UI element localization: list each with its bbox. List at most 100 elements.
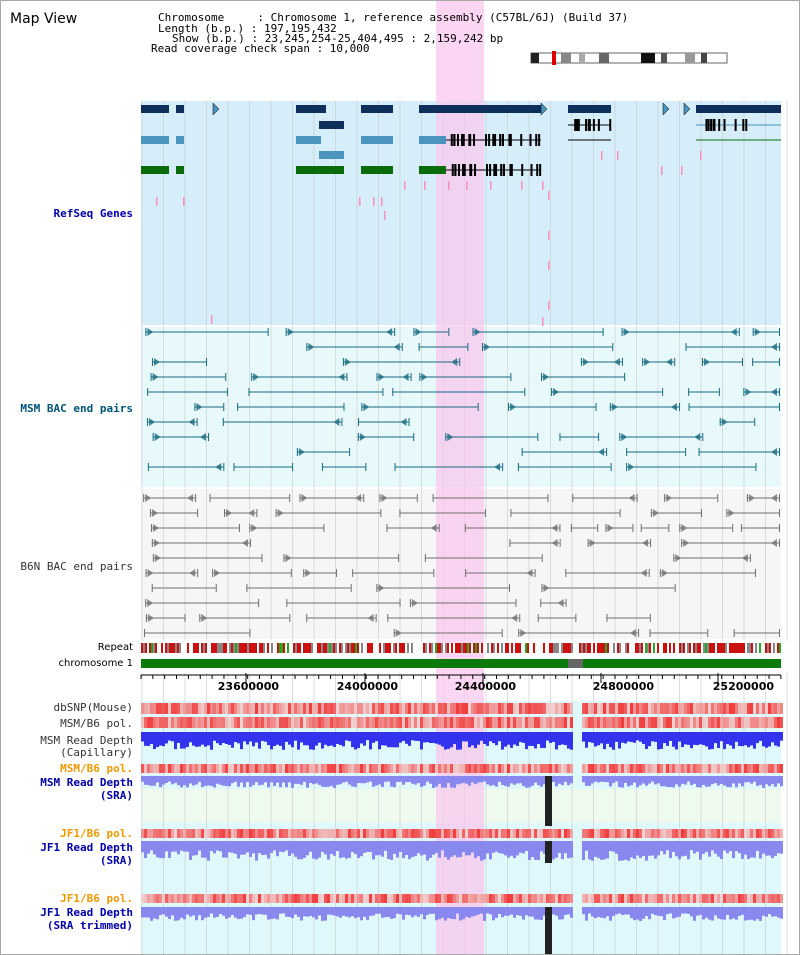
msm-bac-pair-end [551,388,553,396]
msm-pol-cell [735,717,738,728]
jf1-depth-sra-bar [444,841,447,858]
jf1-pol-cell [630,829,633,838]
track-label-b6n-bac[interactable]: B6N BAC end pairs [20,560,133,573]
repeat-mark [253,643,255,653]
msm-pol-cell [309,764,312,773]
jf1-pol-cell [426,829,429,838]
gene-exon [454,164,457,176]
msm-bac-pair-end [517,463,519,471]
jf1-pol-cell [720,894,723,903]
msm-pol-cell [672,717,675,728]
repeat-mark [679,643,681,653]
jf1-depth-trimmed-bar [558,907,561,920]
jf1-pol-cell [402,894,405,903]
jf1-pol-cell [588,829,591,838]
msm-depth-capillary-bar [582,732,585,742]
jf1-pol-cell [291,894,294,903]
jf1-depth-sra-bar [198,841,201,851]
msm-pol-cell [660,717,663,728]
msm-pol-cell [327,764,330,773]
msm-pol-cell [549,717,552,728]
ideogram-position-marker [552,51,556,65]
repeat-mark [673,643,675,653]
track-label-msm-depth-capillary: MSM Read Depth [40,734,133,747]
msm-pol-cell [675,764,678,773]
jf1-depth-sra-bar [639,841,642,859]
repeat-mark [343,643,345,653]
gene-exon [493,134,496,146]
msm-depth-capillary-bar [768,732,771,747]
b6n-bac-pair-end [701,509,703,517]
jf1-pol-cell [747,829,750,838]
jf1-pol-cell [165,894,168,903]
dbsnp-density-cell [582,703,585,714]
jf1-depth-trimmed-bar [366,907,369,920]
jf1-pol-cell [279,829,282,838]
msm-bac-pair-end [718,388,720,396]
msm-depth-capillary-bar [207,732,210,746]
repeat-mark [229,643,231,653]
dbsnp-density-cell [771,703,774,714]
jf1-depth-trimmed-bar [483,907,486,921]
msm-bac-pair-end [321,463,323,471]
repeat-mark [729,643,731,653]
jf1-depth-sra-bar [408,841,411,860]
msm-pol-cell [414,717,417,728]
msm-pol-cell [687,717,690,728]
repeat-mark [329,643,331,653]
jf1-pol-cell [441,894,444,903]
jf1-pol-cell [321,894,324,903]
track-label-msm-bac[interactable]: MSM BAC end pairs [20,402,133,415]
jf1-depth-sra-bar [519,841,522,853]
jf1-pol-cell [588,894,591,903]
b6n-bac-pair-end [416,494,418,502]
jf1-pol-cell [492,829,495,838]
msm-pol-cell [585,764,588,773]
msm-pol-cell [264,717,267,728]
msm-depth-sra-bar [402,776,405,785]
jf1-pol-cell [693,894,696,903]
dbsnp-density-cell [591,703,594,714]
dbsnp-density-cell [165,703,168,714]
msm-pol-cell [411,764,414,773]
snp-marker [700,151,702,160]
snp-marker [466,181,468,190]
msm-pol-cell [345,764,348,773]
msm-depth-sra-bar [219,776,222,785]
dbsnp-density-cell [747,703,750,714]
jf1-depth-trimmed-bar [738,907,741,916]
repeat-mark [709,643,711,653]
jf1-pol-cell [303,894,306,903]
b6n-bac-pair-end [209,494,211,502]
msm-depth-capillary-bar [378,732,381,750]
msm-pol-cell [456,717,459,728]
repeat-mark [255,643,257,653]
track-label-refseq[interactable]: RefSeq Genes [53,207,133,220]
repeat-mark [651,643,653,653]
jf1-pol-cell [231,894,234,903]
jf1-pol-cell [411,829,414,838]
track-label-msm-depth-sra: MSM Read Depth [40,776,133,789]
dbsnp-density-cell [363,703,366,714]
dbsnp-density-cell [249,703,252,714]
msm-pol-cell [267,717,270,728]
msm-pol-cell [705,717,708,728]
msm-pol-cell [603,717,606,728]
jf1-pol-cell [534,894,537,903]
msm-pol-cell [330,764,333,773]
jf1-pol-cell [207,829,210,838]
repeat-mark [661,643,663,653]
jf1-depth-trimmed-bar [330,907,333,915]
jf1-depth-trimmed-bar [276,907,279,920]
jf1-depth-sra-bar [426,841,429,861]
jf1-pol-cell [456,894,459,903]
b6n-bac-pair-end [363,494,365,502]
b6n-bac-pair-end [606,614,608,622]
msm-bac-pair-end [537,433,539,441]
gene-exon [592,119,595,131]
coverage-spike [545,841,552,863]
msm-depth-sra-bar [762,776,765,788]
msm-depth-sra-bar [615,776,618,782]
repeat-mark [735,643,737,653]
